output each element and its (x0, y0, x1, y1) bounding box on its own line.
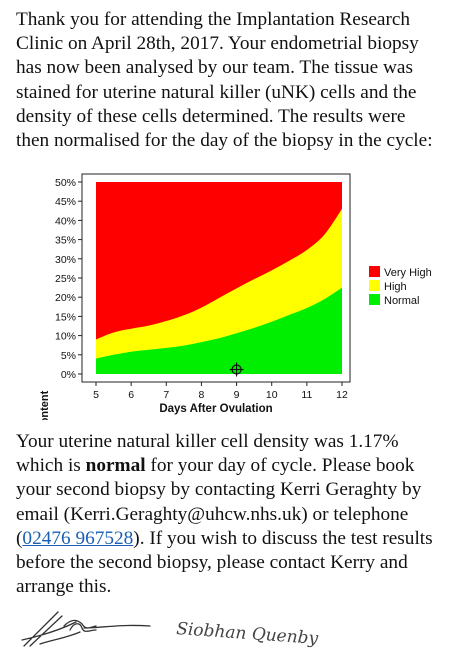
result-text: ( (16, 527, 23, 549)
result-line: email (Kerri.Geraghty@uhcw.nhs.uk) or te… (16, 503, 409, 525)
y-tick-label: 25% (55, 273, 76, 285)
intro-line: density of these cells determined. The r… (16, 105, 406, 127)
area-normal (96, 287, 342, 374)
y-tick-label: 40% (55, 215, 76, 227)
x-tick-label: 8 (199, 389, 205, 401)
intro-line: Thank you for attending the Implantation… (16, 9, 411, 30)
y-tick-label: 50% (55, 177, 76, 189)
legend-swatch (369, 266, 380, 277)
handwritten-signature-icon (21, 611, 151, 647)
legend-label: Normal (384, 295, 419, 307)
y-axis-label: Percent uNK Content (39, 390, 51, 420)
result-line: before the second biopsy, please contact… (16, 552, 408, 574)
result-text: ). If you wish to discuss the test resul… (133, 527, 433, 549)
phone-link[interactable]: 02476 967528 (22, 527, 134, 549)
unk-density-chart: 0% 5% 10% 15% 20% 25% 30% 35% 40% 45% 50% 5 6 7 8 9 10 11… (39, 173, 432, 420)
x-axis-label: Days After Ovulation (159, 403, 272, 415)
result-text: for your day of cycle. Please book (145, 455, 415, 477)
x-tick-label: 6 (128, 389, 134, 401)
legend: Very High High Normal (369, 266, 432, 307)
y-tick-label: 35% (55, 235, 76, 247)
y-tick-label: 30% (55, 254, 76, 266)
result-category: normal (85, 455, 146, 477)
result-text: which is (16, 455, 86, 477)
result-line: your second biopsy by contacting Kerri G… (16, 479, 422, 501)
signature-name: Siobhan Quenby (176, 619, 319, 649)
y-tick-label: 45% (55, 196, 76, 208)
x-tick-label: 12 (336, 389, 348, 401)
legend-swatch (369, 294, 380, 305)
result-line: (02476 967528). If you wish to discuss t… (16, 527, 474, 551)
y-tick-label: 15% (55, 311, 76, 323)
legend-swatch (369, 280, 380, 291)
signatures: Siobhan Quenby (21, 611, 319, 649)
x-tick-label: 10 (266, 389, 278, 401)
intro-line: then normalised for the day of the biops… (16, 130, 433, 152)
result-line: arrange this. (16, 576, 112, 598)
result-paragraph: Your uterine natural killer cell density… (16, 430, 474, 599)
intro-line: Clinic on April 28th, 2017. Your endomet… (16, 33, 419, 55)
plot-area (96, 182, 342, 377)
x-tick-label: 9 (234, 389, 240, 401)
intro-paragraph: Thank you for attending the Implantation… (16, 8, 474, 153)
legend-label: High (384, 281, 407, 293)
x-tick-label: 7 (163, 389, 169, 401)
intro-line: stained for uterine natural killer (uNK)… (16, 81, 417, 103)
intro-line: has now been analysed by our team. The t… (16, 57, 413, 79)
axes: 0% 5% 10% 15% 20% 25% 30% 35% 40% 45% 50% 5 6 7 8 9 10 11… (55, 173, 351, 401)
y-tick-label: 0% (61, 369, 76, 381)
result-line: Your uterine natural killer cell density… (16, 431, 399, 452)
x-tick-label: 11 (301, 389, 312, 401)
y-tick-label: 20% (55, 292, 76, 304)
y-tick-label: 5% (61, 350, 76, 362)
legend-label: Very High (384, 267, 432, 279)
x-tick-label: 5 (93, 389, 99, 401)
patient-result-marker (229, 362, 244, 377)
result-line: which is normal for your day of cycle. P… (16, 454, 474, 478)
y-tick-label: 10% (55, 331, 76, 343)
